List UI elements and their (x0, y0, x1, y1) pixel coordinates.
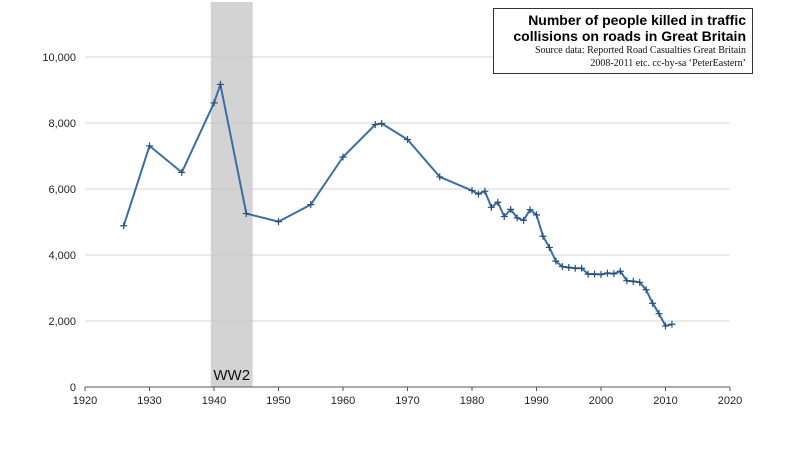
series-layer (120, 80, 676, 330)
data-point (371, 121, 379, 129)
y-tick-label: 8,000 (48, 118, 76, 130)
data-point (636, 278, 644, 286)
data-point (662, 322, 669, 330)
x-tick-label: 2000 (589, 395, 613, 407)
data-point (545, 243, 553, 251)
x-tick-label: 1920 (73, 395, 97, 407)
x-tick-label: 2010 (653, 395, 677, 407)
data-point (539, 232, 547, 240)
data-point (120, 222, 128, 230)
data-point (591, 270, 599, 278)
data-point (513, 214, 521, 222)
data-point (507, 205, 515, 213)
data-point (178, 168, 186, 176)
data-point (339, 153, 347, 161)
data-point (571, 264, 579, 272)
chart-source-line-1: Source data: Reported Road Casualties Gr… (534, 45, 746, 56)
x-tick-label: 1940 (202, 395, 226, 407)
chart-source-line-2: 2008-2011 etc. cc-by-sa ‘PeterEastern’ (590, 58, 746, 69)
x-tick-label: 1960 (331, 395, 355, 407)
ww2-band-layer (210, 2, 253, 387)
data-point (578, 264, 586, 272)
data-point (378, 119, 386, 127)
y-tick-label: 4,000 (48, 250, 76, 262)
chart-title-line-2: collisions on roads in Great Britain (513, 28, 746, 44)
data-point (649, 299, 657, 307)
data-point (481, 187, 489, 195)
data-point (242, 210, 250, 218)
data-point (610, 270, 618, 278)
x-tick-label: 1970 (395, 395, 419, 407)
data-point (668, 320, 676, 328)
data-point (623, 277, 631, 285)
data-point (584, 270, 592, 278)
data-point (468, 187, 476, 195)
y-tick-label: 2,000 (48, 316, 76, 328)
data-point (533, 211, 540, 219)
x-tick-label: 2020 (718, 395, 742, 407)
data-point (597, 271, 605, 279)
data-point (404, 136, 411, 144)
y-tick-label: 6,000 (48, 184, 76, 196)
data-point (500, 213, 508, 221)
data-point (616, 267, 624, 275)
y-tick-label: 0 (70, 382, 76, 394)
data-point (146, 142, 153, 150)
x-tick-label: 1950 (266, 395, 290, 407)
tick-labels: 0 2,000 4,000 6,000 8,000 10,000 1920 1930 1940 1… (42, 52, 742, 407)
data-point (216, 80, 224, 88)
data-point (474, 190, 482, 198)
data-point (558, 263, 566, 271)
y-tick-label: 10,000 (42, 52, 76, 64)
data-point (642, 286, 650, 294)
data-point (655, 310, 663, 318)
data-point (275, 218, 282, 226)
x-tick-label: 1990 (524, 395, 548, 407)
ww2-label: WW2 (213, 367, 250, 384)
data-point (526, 206, 534, 214)
data-point (487, 203, 495, 211)
chart-title-line-1: Number of people killed in traffic (528, 12, 746, 28)
data-point (494, 198, 502, 206)
data-point (629, 277, 637, 285)
chart-title-box: Number of people killed in traffic colli… (493, 8, 753, 74)
data-point (552, 257, 560, 265)
data-point (307, 201, 315, 209)
ww2-band (210, 2, 253, 387)
series-line (122, 83, 673, 327)
x-tick-label: 1980 (460, 395, 484, 407)
x-tick-label: 1930 (137, 395, 161, 407)
data-point (436, 173, 444, 181)
gridlines (85, 56, 730, 322)
data-point (210, 99, 218, 107)
data-point (565, 264, 573, 272)
data-point (520, 216, 528, 224)
axes (84, 386, 731, 391)
data-point (603, 269, 611, 277)
